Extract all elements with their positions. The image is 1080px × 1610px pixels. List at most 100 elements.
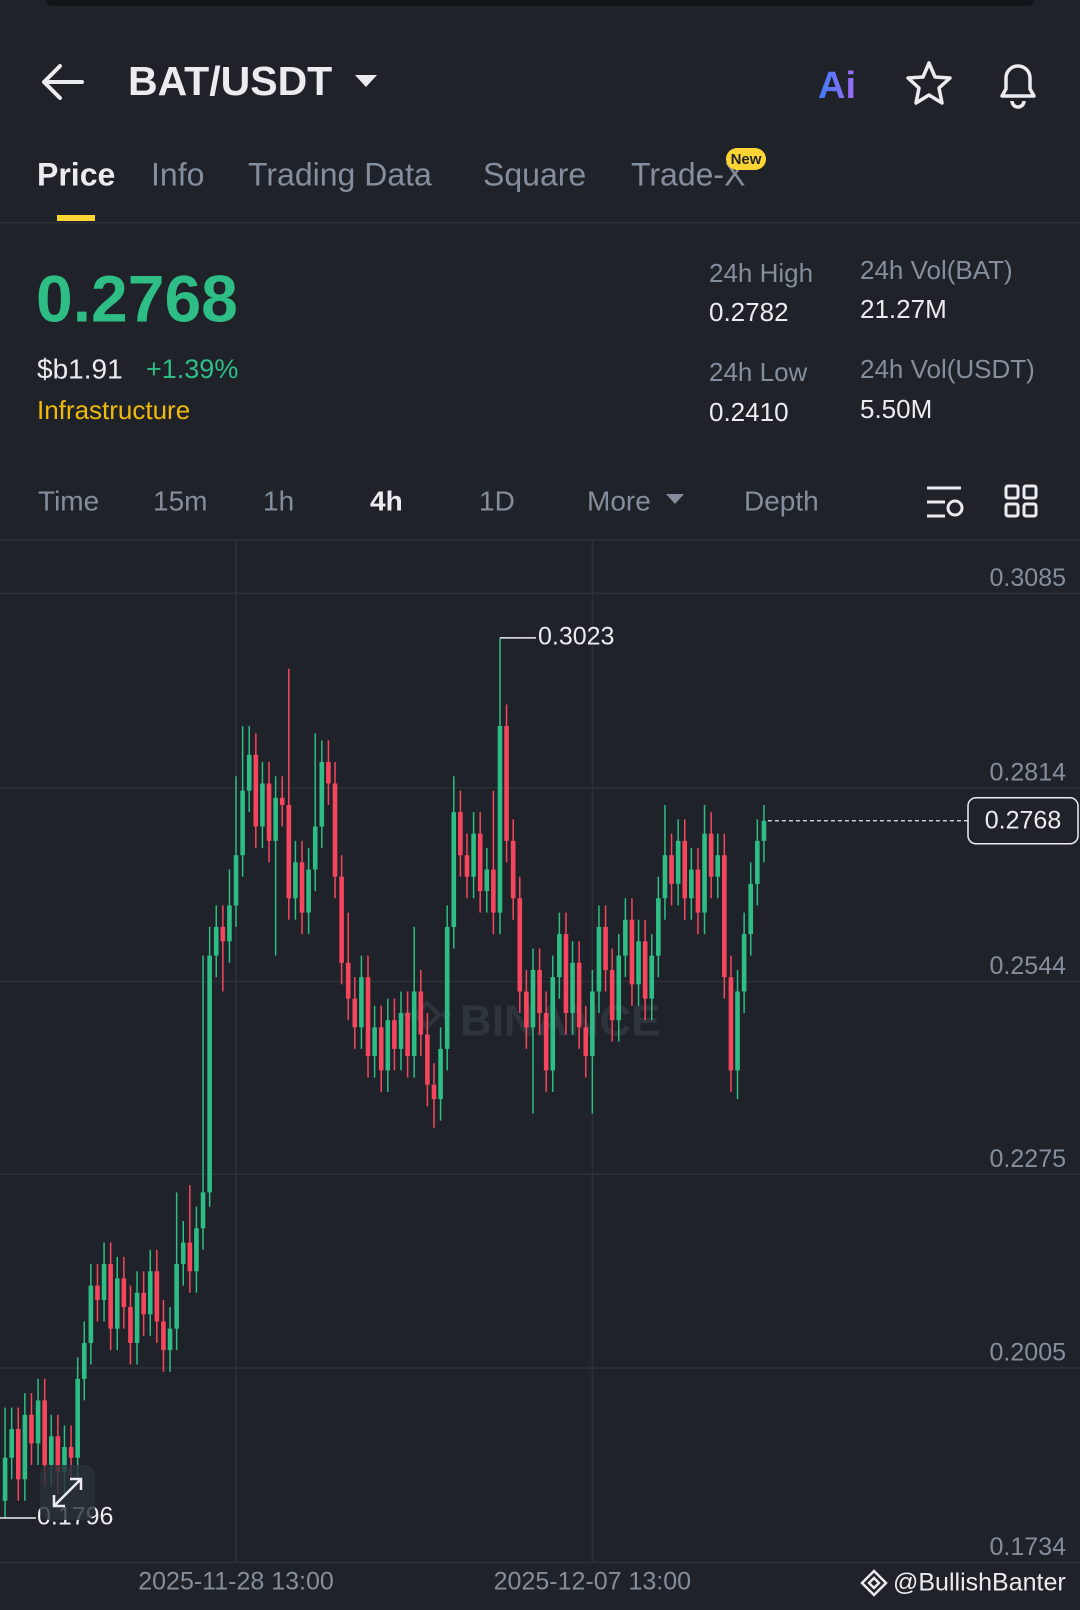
candle-body	[669, 855, 674, 884]
candle-body	[365, 977, 371, 1057]
interval[interactable]: 1h	[263, 485, 294, 516]
candle-body	[15, 1429, 21, 1480]
candle-body	[616, 955, 622, 1021]
candle-body	[128, 1307, 133, 1343]
candle-body	[471, 833, 476, 877]
candle-body	[141, 1292, 146, 1315]
high-label: 0.3023	[538, 622, 614, 650]
credit: @BullishBanter	[893, 1569, 1066, 1597]
candle-body	[741, 934, 747, 992]
candle-body	[557, 934, 562, 978]
back-button[interactable]	[42, 64, 84, 100]
candle-body	[636, 941, 641, 985]
candle-body	[345, 962, 351, 999]
y-tick-label: 0.2005	[990, 1339, 1066, 1367]
more-dropdown[interactable]	[666, 494, 684, 504]
last-price-label: 0.2768	[985, 806, 1061, 834]
candle-body	[484, 869, 490, 892]
candle-body	[550, 977, 556, 1071]
candle-body	[682, 840, 688, 899]
candle-body	[378, 1027, 384, 1071]
candle-body	[286, 804, 292, 899]
candle-body	[715, 855, 721, 877]
candle-body	[2, 1457, 8, 1501]
candle-body	[477, 833, 483, 892]
ai-button[interactable]: Ai	[818, 65, 856, 107]
candle-body	[29, 1414, 34, 1444]
candle-body	[81, 1342, 87, 1379]
candle-body	[260, 783, 265, 827]
candle-body	[114, 1278, 120, 1329]
candle-body	[728, 977, 734, 1071]
candle-body	[590, 991, 595, 1057]
tab[interactable]: Trade-X	[631, 156, 745, 192]
candle-body	[55, 1436, 61, 1473]
candle-body	[352, 998, 358, 1028]
interval[interactable]: 1D	[479, 485, 515, 516]
candle-body	[497, 726, 503, 913]
candle-body	[273, 797, 278, 841]
candle-body	[42, 1400, 47, 1465]
candle-body	[392, 1020, 397, 1049]
candle-body	[108, 1264, 113, 1329]
tab[interactable]: Trading Data	[248, 156, 432, 192]
pair-title[interactable]: BAT/USDT	[128, 58, 332, 104]
candle-body	[154, 1271, 160, 1322]
candle-body	[642, 941, 648, 999]
candle-body	[405, 1013, 410, 1057]
alert-button[interactable]	[1000, 64, 1036, 109]
stat-value: 0.2410	[709, 397, 789, 427]
candle-body	[359, 977, 364, 1028]
candle-body	[411, 991, 417, 1057]
tab[interactable]: Info	[151, 156, 204, 192]
sector-tag[interactable]: Infrastructure	[37, 395, 190, 425]
candle-body	[609, 969, 615, 1021]
candle-body	[339, 876, 344, 963]
candle-body	[603, 926, 608, 970]
candle-body	[425, 1034, 430, 1085]
interval[interactable]: Time	[38, 485, 99, 516]
candle-body	[524, 991, 529, 1028]
candle-body	[194, 1228, 199, 1272]
candle-body	[438, 1048, 443, 1100]
y-tick-label: 0.2814	[990, 758, 1067, 786]
candle-body	[306, 869, 311, 913]
tab[interactable]: Square	[483, 156, 586, 192]
candle-body	[293, 862, 298, 899]
interval[interactable]: 4h	[370, 485, 403, 516]
candle-body	[35, 1400, 41, 1444]
candle-body	[722, 855, 727, 978]
candle-body	[319, 761, 325, 827]
candle-body	[510, 840, 516, 899]
candle-body	[570, 962, 575, 1014]
candle-body	[755, 840, 760, 884]
interval[interactable]: More	[587, 485, 651, 516]
interval[interactable]: 15m	[153, 485, 207, 516]
candle-body	[22, 1414, 28, 1480]
tab[interactable]: Price	[37, 156, 115, 192]
candle-body	[629, 919, 635, 985]
pair-dropdown[interactable]	[355, 75, 377, 87]
candle-body	[418, 991, 424, 1035]
candle-body	[161, 1321, 166, 1351]
favorite-button[interactable]	[906, 61, 952, 105]
candle-body	[88, 1285, 94, 1343]
candle-body	[583, 1027, 589, 1057]
layout-button[interactable]	[1004, 484, 1038, 518]
candle-body	[543, 1013, 549, 1071]
candle-body	[675, 840, 681, 884]
interval[interactable]: Depth	[744, 485, 819, 516]
candle-body	[708, 833, 714, 877]
candle-body	[576, 962, 582, 1028]
stat-label: 24h Vol(USDT)	[860, 354, 1035, 384]
stat-label: 24h High	[709, 258, 813, 288]
candle-body	[147, 1271, 153, 1315]
stat-label: 24h Vol(BAT)	[860, 255, 1013, 285]
chart: 0.3085 0.2814 0.2544 0.2275 0.2005 0.1734 2025…	[0, 541, 1080, 1596]
candle-body	[735, 991, 740, 1071]
candle-body	[279, 797, 285, 805]
indicator-button[interactable]	[927, 486, 964, 518]
candle-body	[451, 812, 457, 927]
candle-body	[174, 1264, 179, 1329]
